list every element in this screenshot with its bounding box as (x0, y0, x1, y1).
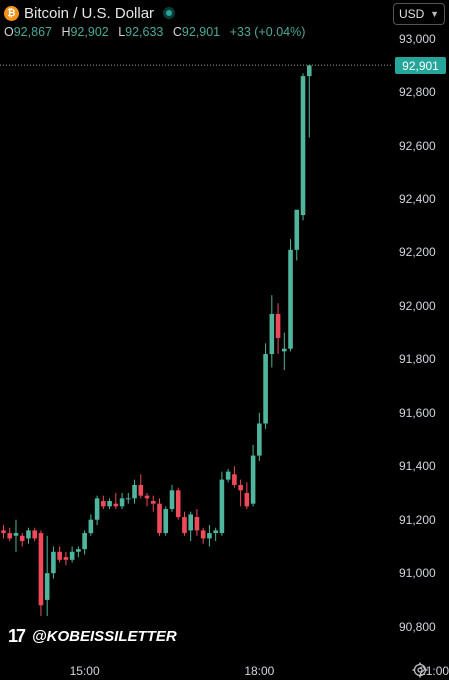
candle-body[interactable] (107, 501, 112, 507)
ohlc-legend: O92,867 H92,902 L92,633 C92,901 +33 (+0.… (4, 25, 305, 39)
price-tick-label: 91,000 (399, 566, 436, 581)
open-key: O (4, 25, 14, 39)
gear-icon[interactable] (412, 662, 428, 678)
candle-body[interactable] (288, 249, 293, 349)
close-key: C (172, 25, 182, 39)
candle-body[interactable] (163, 509, 169, 534)
price-tick-label: 92,400 (399, 192, 436, 207)
candle-body[interactable] (150, 501, 156, 504)
candle-body[interactable] (182, 517, 187, 534)
chevron-down-icon: ▼ (430, 9, 439, 19)
candle-body[interactable] (169, 490, 175, 510)
time-tick-label: 21:00 (419, 664, 449, 678)
close-value: 92,901 (181, 25, 221, 39)
symbol-title-row[interactable]: ₿ Bitcoin / U.S. Dollar (4, 2, 176, 24)
time-tick-label: 18:00 (244, 664, 275, 678)
candle-body[interactable] (63, 557, 69, 560)
currency-select[interactable]: USD ▼ (393, 3, 445, 25)
candle-body[interactable] (82, 533, 87, 550)
symbol-title[interactable]: Bitcoin / U.S. Dollar (24, 4, 155, 22)
price-tick-label: 92,600 (399, 138, 436, 153)
candle-body[interactable] (138, 484, 144, 496)
market-status-icon (163, 7, 176, 19)
candle-body[interactable] (126, 498, 131, 500)
price-tick-label: 92,200 (399, 245, 436, 260)
currency-label: USD (399, 7, 425, 21)
candle-body[interactable] (13, 533, 19, 536)
candle-body[interactable] (188, 514, 193, 531)
candle-body[interactable] (213, 530, 218, 534)
price-tick-label: 91,800 (399, 352, 436, 367)
candle-body[interactable] (32, 530, 37, 539)
candle-body[interactable] (225, 471, 231, 480)
candle-body[interactable] (200, 530, 206, 539)
candle-body[interactable] (44, 573, 50, 600)
tradingview-logo: 17 (8, 626, 26, 646)
candle-body[interactable] (1, 530, 6, 534)
low-key: L (118, 25, 126, 39)
candle-body[interactable] (51, 551, 56, 574)
candle-body[interactable] (219, 479, 225, 534)
candle-body[interactable] (207, 533, 212, 539)
price-tick-label: 91,600 (399, 405, 436, 420)
chart-header: ₿ Bitcoin / U.S. Dollar O92,867 H92,902 … (4, 2, 374, 46)
candle-body[interactable] (238, 484, 243, 491)
candle-body[interactable] (263, 354, 268, 424)
candle-body[interactable] (175, 490, 181, 518)
price-tick-label: 91,200 (399, 512, 436, 527)
candle-body[interactable] (269, 313, 275, 355)
candle-body[interactable] (132, 484, 137, 499)
high-value: 92,902 (70, 25, 109, 39)
candle-body[interactable] (26, 530, 31, 539)
candle-body[interactable] (282, 348, 287, 352)
candle-body[interactable] (101, 501, 106, 507)
high-key: H (61, 25, 71, 39)
candle-body[interactable] (119, 498, 125, 507)
price-tick-label: 92,000 (399, 298, 436, 313)
price-tick-label: 91,400 (399, 459, 436, 474)
candle-body[interactable] (144, 495, 150, 499)
candle-body[interactable] (38, 533, 44, 606)
candle-body[interactable] (76, 549, 81, 552)
candle-body[interactable] (69, 551, 75, 560)
candle-body[interactable] (294, 209, 300, 250)
price-tick-label: 92,800 (399, 85, 436, 100)
candle-body[interactable] (232, 474, 237, 485)
price-change: +33 (+0.04%) (229, 25, 306, 39)
price-tick-label: 90,800 (399, 619, 436, 634)
candle-body[interactable] (113, 503, 119, 507)
candle-body[interactable] (57, 551, 62, 560)
candle-body[interactable] (194, 517, 200, 531)
candle-body[interactable] (157, 503, 162, 534)
candle-body[interactable] (257, 423, 262, 456)
candle-body[interactable] (306, 65, 312, 77)
low-value: 92,633 (125, 25, 164, 39)
candle-body[interactable] (94, 498, 100, 520)
last-price-tag: 92,901 (395, 57, 446, 75)
candle-body[interactable] (250, 455, 256, 504)
price-tick-label: 93,000 (399, 31, 436, 46)
candle-body[interactable] (275, 313, 281, 338)
bitcoin-icon: ₿ (4, 5, 19, 21)
time-tick-label: 15:00 (69, 664, 100, 678)
open-value: 92,867 (13, 25, 52, 39)
candle-body[interactable] (88, 519, 94, 534)
candle-body[interactable] (300, 76, 306, 216)
watermark-handle: @KOBEISSILETTER (32, 628, 177, 645)
candle-body[interactable] (244, 493, 250, 507)
candles-group (1, 65, 312, 616)
candle-body[interactable] (7, 533, 13, 539)
watermark: 17 @KOBEISSILETTER (8, 626, 177, 647)
candle-body[interactable] (19, 535, 25, 542)
